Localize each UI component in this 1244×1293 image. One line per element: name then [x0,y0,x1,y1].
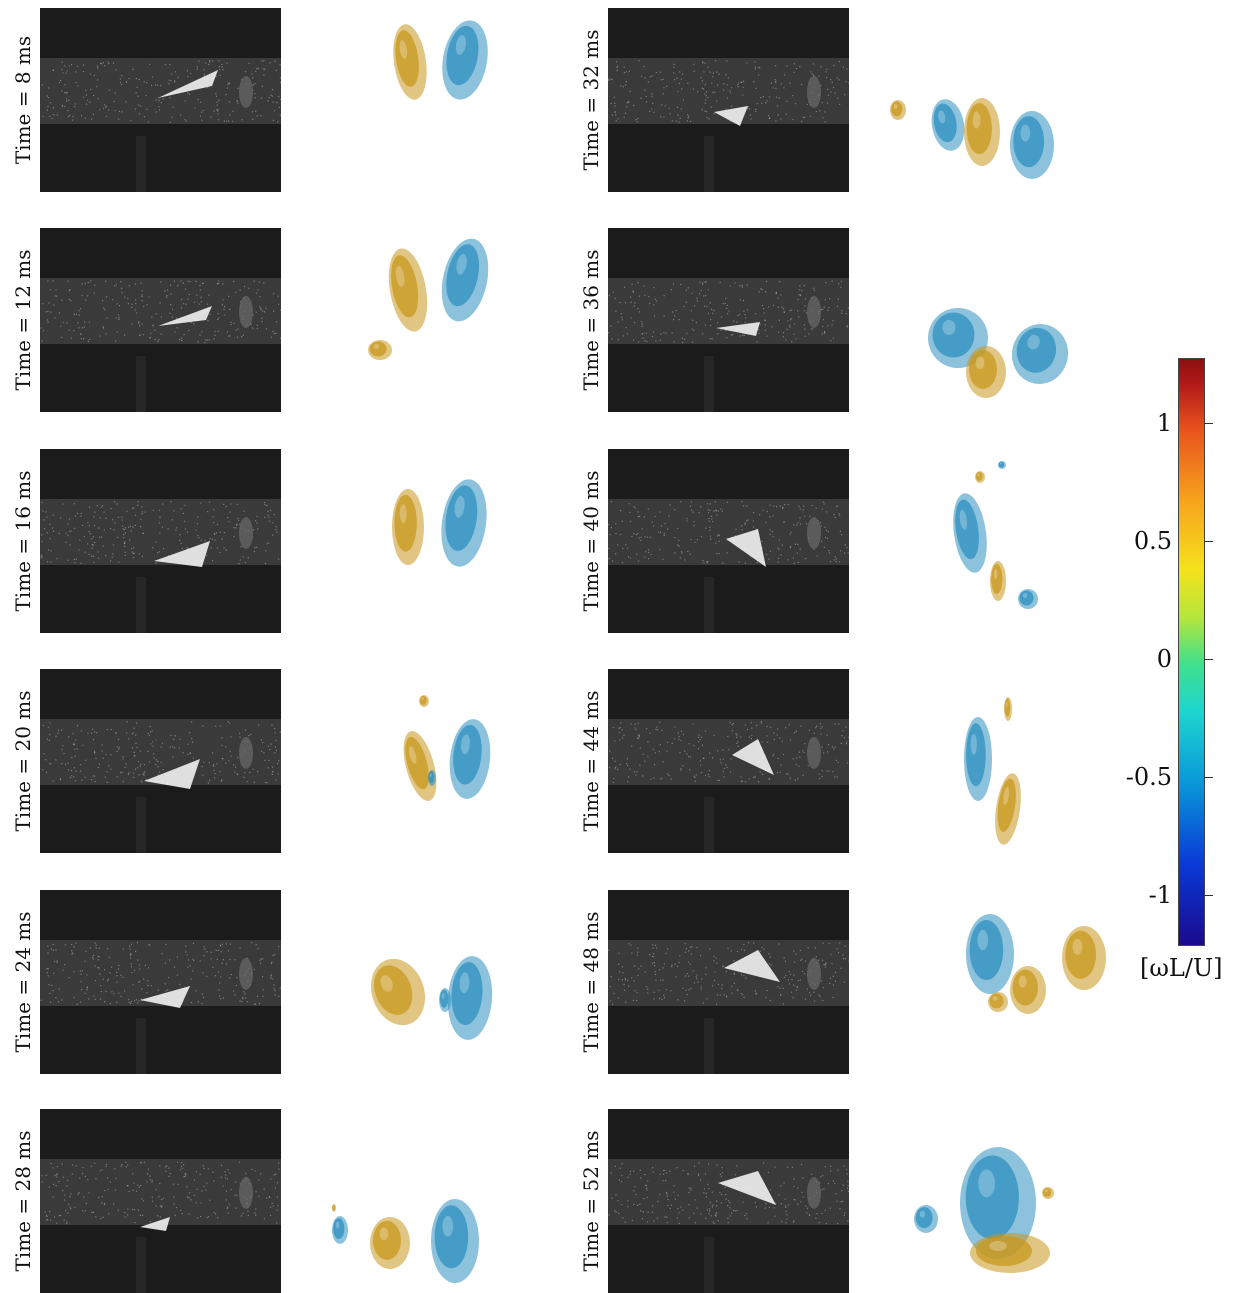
vortex-render [870,661,1110,861]
time-label: Time = 32 ms [579,29,603,171]
vortex-render [320,661,560,861]
colorbar-tick-label: 0 [1156,645,1172,673]
video-frame [608,449,849,633]
time-label: Time = 52 ms [579,1130,603,1272]
time-label: Time = 28 ms [11,1130,35,1272]
colorbar-tick-label: 0.5 [1133,527,1172,555]
colorbar-unit-label: [ωL/U] [1140,954,1223,982]
video-frame [40,8,281,192]
video-frame [608,1109,849,1293]
video-frame [40,228,281,412]
time-label: Time = 44 ms [579,690,603,832]
vortex-render [320,0,560,200]
colorbar-tick [1204,895,1213,896]
video-frame [608,890,849,1074]
colorbar-tick [1204,541,1213,542]
time-label: Time = 12 ms [11,249,35,391]
vortex-render [320,220,560,420]
vortex-render [870,0,1110,200]
video-frame [40,890,281,1074]
time-label: Time = 20 ms [11,690,35,832]
colorbar-tick [1204,777,1213,778]
colorbar [1178,358,1205,946]
colorbar-tick-label: -0.5 [1125,763,1172,791]
colorbar-tick [1204,423,1213,424]
time-label: Time = 40 ms [579,470,603,612]
video-frame [608,228,849,412]
vortex-render [870,441,1110,641]
video-frame [40,449,281,633]
vortex-render [320,441,560,641]
vortex-render [320,1093,560,1293]
video-frame [608,8,849,192]
time-label: Time = 16 ms [11,470,35,612]
vortex-render [320,882,560,1082]
time-label: Time = 24 ms [11,911,35,1053]
video-frame [608,669,849,853]
vortex-render [870,1093,1110,1293]
colorbar-tick [1204,659,1213,660]
video-frame [40,1109,281,1293]
time-label: Time = 8 ms [11,35,35,165]
video-frame [40,669,281,853]
time-label: Time = 36 ms [579,249,603,391]
vortex-render [870,882,1110,1082]
colorbar-tick-label: -1 [1148,881,1172,909]
time-label: Time = 48 ms [579,911,603,1053]
colorbar-tick-label: 1 [1156,409,1172,437]
vortex-render [870,220,1110,420]
